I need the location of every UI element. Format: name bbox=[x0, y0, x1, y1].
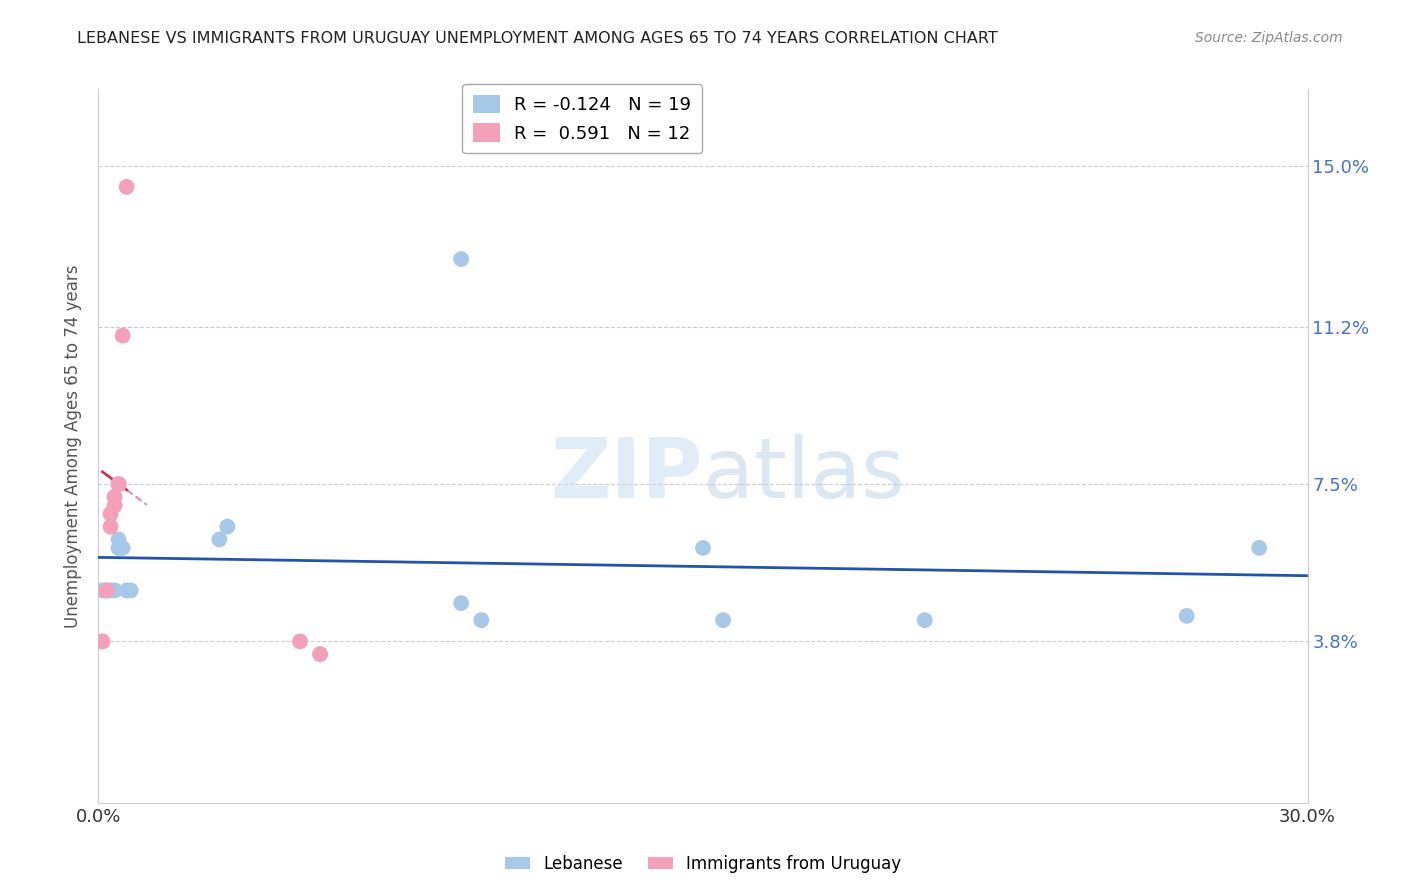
Point bbox=[107, 477, 129, 491]
Point bbox=[115, 180, 138, 194]
Point bbox=[692, 541, 714, 555]
Point bbox=[470, 613, 492, 627]
Point bbox=[100, 507, 122, 521]
Text: Source: ZipAtlas.com: Source: ZipAtlas.com bbox=[1195, 31, 1343, 45]
Point bbox=[107, 541, 129, 555]
Point bbox=[111, 328, 134, 343]
Point bbox=[103, 583, 125, 598]
Text: LEBANESE VS IMMIGRANTS FROM URUGUAY UNEMPLOYMENT AMONG AGES 65 TO 74 YEARS CORRE: LEBANESE VS IMMIGRANTS FROM URUGUAY UNEM… bbox=[77, 31, 998, 46]
Legend: R = -0.124   N = 19, R =  0.591   N = 12: R = -0.124 N = 19, R = 0.591 N = 12 bbox=[463, 84, 702, 153]
Point bbox=[111, 541, 134, 555]
Point bbox=[208, 533, 231, 547]
Point bbox=[1175, 608, 1198, 623]
Point bbox=[288, 634, 311, 648]
Point bbox=[120, 583, 142, 598]
Point bbox=[91, 634, 114, 648]
Point bbox=[1249, 541, 1271, 555]
Point bbox=[100, 519, 122, 533]
Point bbox=[100, 583, 122, 598]
Y-axis label: Unemployment Among Ages 65 to 74 years: Unemployment Among Ages 65 to 74 years bbox=[65, 264, 83, 628]
Text: ZIP: ZIP bbox=[551, 434, 703, 515]
Point bbox=[450, 596, 472, 610]
Point bbox=[217, 519, 239, 533]
Point bbox=[309, 647, 332, 661]
Point bbox=[107, 477, 129, 491]
Point bbox=[103, 499, 125, 513]
Point bbox=[91, 583, 114, 598]
Point bbox=[711, 613, 734, 627]
Point bbox=[103, 490, 125, 504]
Legend: Lebanese, Immigrants from Uruguay: Lebanese, Immigrants from Uruguay bbox=[498, 848, 908, 880]
Point bbox=[450, 252, 472, 266]
Point bbox=[107, 533, 129, 547]
Point bbox=[96, 583, 118, 598]
Point bbox=[96, 583, 118, 598]
Text: atlas: atlas bbox=[703, 434, 904, 515]
Point bbox=[914, 613, 936, 627]
Point bbox=[115, 583, 138, 598]
